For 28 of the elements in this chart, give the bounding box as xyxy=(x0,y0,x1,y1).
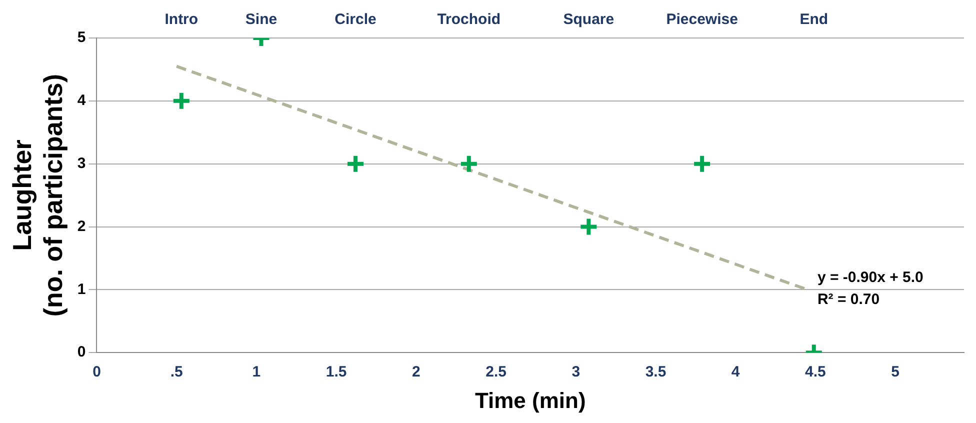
x-tick-label: 3 xyxy=(572,364,580,381)
x-axis-title: Time (min) xyxy=(474,388,586,413)
y-tick-label: 0 xyxy=(77,344,86,361)
y-tick-label: 1 xyxy=(77,280,86,298)
x-tick-label: 4 xyxy=(731,364,740,381)
annotation: y = -0.90x + 5.0 xyxy=(817,268,924,286)
text: Piecewise xyxy=(666,11,738,28)
x-tick-label: 1.5 xyxy=(326,364,347,381)
text: End xyxy=(800,11,828,28)
x-tick-label: 0 xyxy=(92,364,101,381)
y-tick-label: 4 xyxy=(77,92,86,110)
text: Trochoid xyxy=(437,11,501,28)
y-tick-label: 3 xyxy=(77,154,86,172)
y-tick-label: 5 xyxy=(77,29,86,46)
x-tick-label: 4.5 xyxy=(805,364,826,381)
x-tick-label: 3.5 xyxy=(645,364,666,381)
text: Sine xyxy=(245,11,278,28)
text: Square xyxy=(563,11,614,28)
x-tick-label: 2 xyxy=(412,364,420,381)
x-tick-label: .5 xyxy=(170,364,183,381)
y-axis-title: Laughter (no. of participants) xyxy=(6,74,68,317)
text: Circle xyxy=(334,11,376,28)
x-tick-label: 5 xyxy=(891,364,900,381)
text: Intro xyxy=(164,11,198,28)
x-tick-label: 1 xyxy=(252,364,261,381)
annotation: R² = 0.70 xyxy=(817,290,880,308)
y-tick-label: 2 xyxy=(77,218,86,235)
x-tick-label: 2.5 xyxy=(486,364,506,381)
